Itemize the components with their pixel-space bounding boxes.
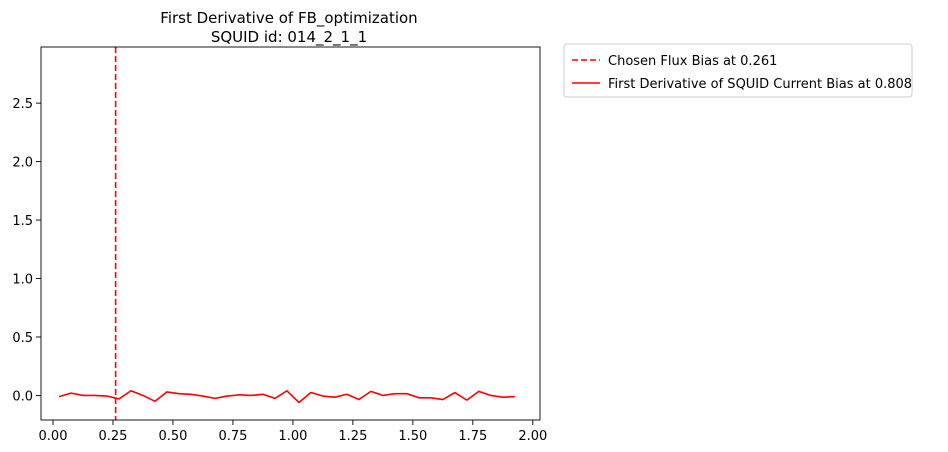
y-tick-label: 1.0 [12, 273, 33, 288]
axes-frame [40, 46, 541, 421]
y-tick-label: 0.0 [12, 389, 33, 404]
y-tick-label: 2.5 [12, 97, 33, 112]
x-tick-label: 0.25 [98, 429, 127, 444]
chart-title: First Derivative of FB_optimization [160, 9, 417, 28]
x-tick-label: 0.00 [39, 429, 68, 444]
legend-vline-label: Chosen Flux Bias at 0.261 [608, 54, 777, 69]
y-tick-label: 0.5 [12, 331, 33, 346]
x-tick-label: 2.00 [518, 429, 547, 444]
x-tick-label: 0.50 [158, 429, 187, 444]
legend-series-label: First Derivative of SQUID Current Bias a… [608, 77, 912, 92]
x-tick-label: 0.75 [218, 429, 247, 444]
x-tick-label: 1.25 [338, 429, 367, 444]
y-tick-label: 2.0 [12, 156, 33, 171]
x-tick-label: 1.00 [278, 429, 307, 444]
legend-frame [563, 43, 913, 98]
plot-area: 0.00 0.25 0.50 0.75 1.00 1.25 1.50 1.75 2.00 0.0 0… [12, 46, 547, 444]
x-tick-label: 1.75 [458, 429, 487, 444]
series-line [58, 389, 515, 404]
legend: Chosen Flux Bias at 0.261 First Derivati… [563, 43, 913, 98]
y-tick-label: 1.5 [12, 214, 33, 229]
x-tick-label: 1.50 [398, 429, 427, 444]
chart-subtitle: SQUID id: 014_2_1_1 [211, 28, 367, 47]
